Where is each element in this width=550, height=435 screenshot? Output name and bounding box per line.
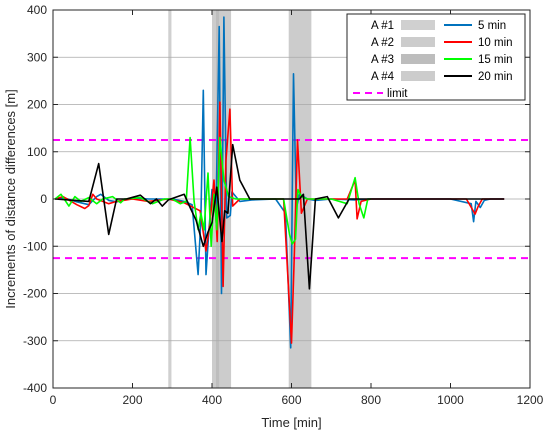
series-line-10-min — [54, 101, 505, 344]
axis-ticks — [52, 9, 531, 389]
legend-label-10-min: 10 min — [478, 37, 513, 49]
tick-labels: 0 200 400 600 800 1000 1200 -400 -300 -200 -100 0 10… — [23, 3, 544, 407]
x-tick-label-1000: 1000 — [437, 393, 464, 407]
y-tick-label--100: -100 — [23, 239, 47, 253]
legend-label-area-2: A #2 — [371, 37, 394, 49]
x-tick-label-200: 200 — [122, 393, 142, 407]
y-tick-label--400: -400 — [23, 381, 47, 395]
legend-label-area-3: A #3 — [371, 54, 394, 66]
legend-swatch-area-2 — [401, 37, 435, 47]
legend-label-5-min: 5 min — [478, 20, 506, 32]
x-tick-label-800: 800 — [361, 393, 381, 407]
legend-swatch-area-3 — [401, 54, 435, 64]
legend-label-area-1: A #1 — [371, 20, 394, 32]
y-tick-label-200: 200 — [27, 98, 47, 112]
legend-label-15-min: 15 min — [478, 54, 513, 66]
y-tick-label-100: 100 — [27, 145, 47, 159]
legend-label-limit: limit — [387, 88, 408, 100]
y-tick-label-0: 0 — [40, 192, 47, 206]
x-tick-label-0: 0 — [50, 393, 57, 407]
legend-label-20-min: 20 min — [478, 71, 513, 83]
x-axis-title: Time [min] — [261, 415, 321, 430]
legend-swatch-area-1 — [401, 20, 435, 30]
series-line-20-min — [54, 143, 505, 290]
legend-label-area-4: A #4 — [371, 71, 395, 83]
x-tick-label-400: 400 — [202, 393, 222, 407]
series-line-15-min — [54, 136, 371, 248]
y-tick-label--200: -200 — [23, 287, 47, 301]
y-tick-label--300: -300 — [23, 334, 47, 348]
y-tick-label-400: 400 — [27, 3, 47, 17]
y-axis-title: Increments of distance differences [m] — [3, 89, 18, 308]
legend: A #1 A #2 A #3 A #4 limit 5 min 10 min 15 min 20… — [346, 13, 526, 101]
series-lines — [54, 16, 505, 349]
y-tick-label-300: 300 — [27, 50, 47, 64]
limit-lines — [53, 138, 530, 260]
x-tick-label-600: 600 — [281, 393, 301, 407]
legend-box — [346, 13, 526, 101]
x-tick-label-1200: 1200 — [517, 393, 544, 407]
legend-swatch-area-4 — [401, 71, 435, 81]
